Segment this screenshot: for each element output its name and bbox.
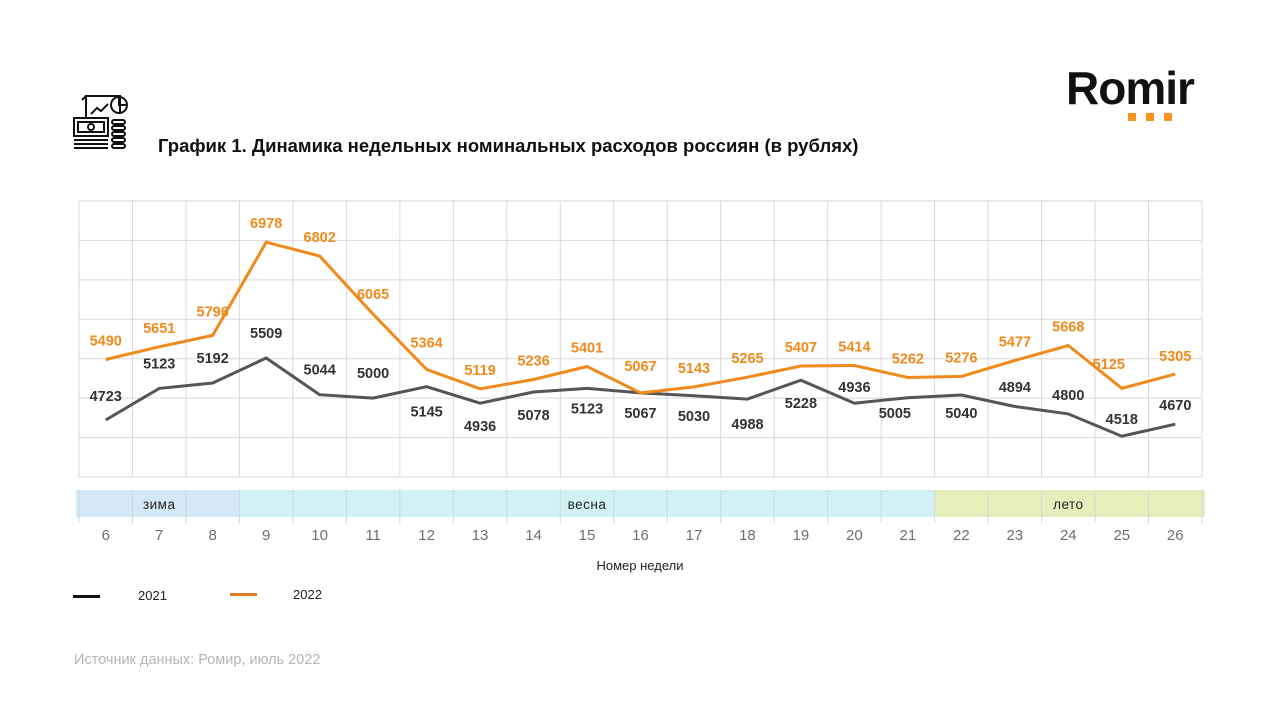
data-label-2021: 4670 bbox=[1159, 398, 1191, 414]
data-label-2022: 5407 bbox=[785, 340, 817, 356]
x-tick-label: 20 bbox=[846, 527, 863, 544]
data-label-2021: 5123 bbox=[143, 356, 175, 372]
data-label-2021: 4936 bbox=[838, 380, 870, 396]
logo-dot bbox=[1164, 113, 1172, 121]
data-label-2022: 5477 bbox=[999, 335, 1031, 351]
logo-dot bbox=[1128, 113, 1136, 121]
data-label-2022: 5305 bbox=[1159, 349, 1191, 365]
x-tick-label: 24 bbox=[1060, 527, 1077, 544]
chart-title: График 1. Динамика недельных номинальных… bbox=[158, 135, 859, 156]
data-label-2021: 5192 bbox=[197, 351, 229, 367]
season-band bbox=[76, 490, 240, 517]
data-label-2021: 4936 bbox=[464, 419, 496, 435]
x-axis-label: Номер недели bbox=[596, 558, 684, 573]
data-label-2021: 5123 bbox=[571, 401, 603, 417]
data-label-2022: 5262 bbox=[892, 351, 924, 367]
data-label-2022: 5236 bbox=[517, 354, 549, 370]
data-label-2022: 5364 bbox=[410, 335, 442, 351]
x-tick-label: 12 bbox=[418, 527, 435, 544]
data-label-2021: 4800 bbox=[1052, 388, 1084, 404]
logo-dot bbox=[1146, 113, 1154, 121]
x-tick-label: 6 bbox=[102, 527, 110, 544]
x-tick-label: 16 bbox=[632, 527, 649, 544]
data-label-2021: 5078 bbox=[517, 408, 549, 424]
season-label: лето bbox=[1053, 497, 1083, 512]
x-tick-label: 22 bbox=[953, 527, 970, 544]
data-label-2021: 4894 bbox=[999, 380, 1031, 396]
x-tick-label: 14 bbox=[525, 527, 542, 544]
x-tick-label: 21 bbox=[900, 527, 917, 544]
legend-label-2021: 2021 bbox=[138, 588, 167, 603]
season-band bbox=[934, 490, 1205, 517]
season-label: весна bbox=[568, 497, 607, 512]
source-note: Источник данных: Ромир, июль 2022 bbox=[74, 652, 321, 668]
data-label-2022: 5143 bbox=[678, 361, 710, 377]
data-label-2022: 5265 bbox=[731, 351, 763, 367]
data-label-2022: 6978 bbox=[250, 216, 282, 232]
data-label-2021: 5030 bbox=[678, 409, 710, 425]
series-line-2022 bbox=[105, 240, 1176, 395]
finance-report-icon bbox=[73, 95, 128, 149]
data-label-2022: 5796 bbox=[197, 304, 229, 320]
x-tick-label: 26 bbox=[1167, 527, 1184, 544]
x-tick-label: 8 bbox=[209, 527, 217, 544]
x-tick-label: 13 bbox=[472, 527, 489, 544]
legend-label-2022: 2022 bbox=[293, 587, 322, 602]
data-label-2022: 5401 bbox=[571, 341, 603, 357]
x-tick-label: 19 bbox=[793, 527, 810, 544]
legend-swatch-2021 bbox=[73, 595, 100, 598]
x-tick-label: 15 bbox=[579, 527, 596, 544]
data-label-2021: 5067 bbox=[624, 406, 656, 422]
legend-swatch-2022 bbox=[230, 593, 257, 596]
x-tick-label: 7 bbox=[155, 527, 163, 544]
x-tick-label: 17 bbox=[686, 527, 703, 544]
data-label-2021: 5145 bbox=[410, 405, 442, 421]
data-label-2021: 5040 bbox=[945, 406, 977, 422]
data-label-2022: 6802 bbox=[304, 230, 336, 246]
data-label-2022: 5125 bbox=[1093, 357, 1125, 373]
data-label-2021: 4518 bbox=[1106, 412, 1138, 428]
season-band bbox=[239, 490, 935, 517]
x-tick-label: 23 bbox=[1006, 527, 1023, 544]
data-label-2022: 5067 bbox=[624, 359, 656, 375]
x-tick-label: 25 bbox=[1113, 527, 1130, 544]
data-label-2021: 5005 bbox=[879, 406, 911, 422]
data-label-2021: 5228 bbox=[785, 396, 817, 412]
data-label-2022: 5119 bbox=[464, 363, 495, 379]
data-label-2022: 6065 bbox=[357, 287, 389, 303]
data-label-2022: 5651 bbox=[143, 321, 175, 337]
data-label-2021: 5044 bbox=[304, 363, 336, 379]
season-label: зима bbox=[143, 497, 176, 512]
data-label-2021: 4723 bbox=[90, 389, 122, 405]
data-label-2021: 5000 bbox=[357, 366, 389, 382]
data-label-2022: 5414 bbox=[838, 339, 870, 355]
data-label-2022: 5490 bbox=[90, 334, 122, 350]
data-label-2021: 5509 bbox=[250, 326, 282, 342]
x-tick-label: 10 bbox=[311, 527, 328, 544]
romir-logo: Romir bbox=[1066, 62, 1195, 114]
x-tick-label: 18 bbox=[739, 527, 756, 544]
x-tick-label: 9 bbox=[262, 527, 270, 544]
data-label-2021: 4988 bbox=[731, 417, 763, 433]
data-label-2022: 5668 bbox=[1052, 319, 1084, 335]
x-tick-label: 11 bbox=[365, 527, 381, 544]
data-label-2022: 5276 bbox=[945, 350, 977, 366]
